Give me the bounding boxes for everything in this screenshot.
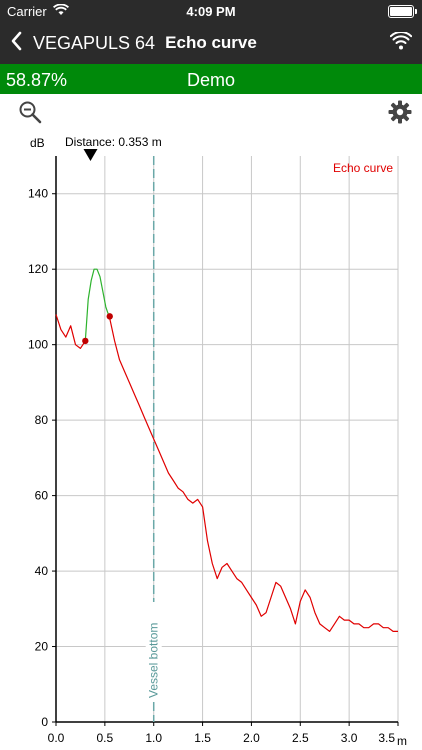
x-tick-label: 1.0 xyxy=(145,731,162,745)
echo-curve-chart: dB m 0 20 40 60 80 100 120 140 0.0 0.5 1.0 1.5 2.0 2… xyxy=(28,135,407,748)
distance-indicator: Distance: 0.353 m xyxy=(65,135,162,161)
x-tick-label: 2.5 xyxy=(292,731,309,745)
measured-percentage: 58.87% xyxy=(6,70,68,90)
vessel-bottom-label: Vessel bottom xyxy=(147,623,161,698)
wifi-status-icon xyxy=(52,3,70,19)
page-title: Echo curve xyxy=(165,33,257,52)
y-tick-labels: 0 20 40 60 80 100 120 140 xyxy=(28,187,56,729)
navigation-bar: VEGAPULS 64 Echo curve xyxy=(0,22,422,64)
x-tick-labels: 0.0 0.5 1.0 1.5 2.0 2.5 3.0 3.5 xyxy=(48,722,399,745)
settings-button[interactable] xyxy=(388,100,412,129)
distance-marker xyxy=(83,149,98,161)
x-axis-unit: m xyxy=(397,734,407,748)
distance-label: Distance: 0.353 m xyxy=(65,135,162,149)
back-label[interactable]: VEGAPULS 64 xyxy=(33,33,156,53)
x-tick-label: 2.0 xyxy=(243,731,260,745)
mode-label: Demo xyxy=(186,70,235,90)
zoom-out-icon xyxy=(19,101,42,124)
y-tick-label: 140 xyxy=(28,187,48,201)
echo-marker xyxy=(106,313,113,320)
echo-curves xyxy=(55,268,398,632)
chart-grid xyxy=(56,156,399,722)
x-tick-label: 0.5 xyxy=(97,731,114,745)
status-time: 4:09 PM xyxy=(186,4,236,19)
vessel-bottom-label-bg xyxy=(145,602,162,702)
measurement-bar: 58.87% Demo xyxy=(0,64,422,94)
y-axis-label: dB xyxy=(30,136,45,150)
carrier-label: Carrier xyxy=(7,4,47,19)
x-tick-label: 0.0 xyxy=(48,731,65,745)
echo-marker xyxy=(82,337,89,345)
echo-peak-line xyxy=(84,268,111,341)
y-tick-label: 120 xyxy=(28,262,48,276)
zoom-out-button[interactable] xyxy=(18,100,42,129)
y-tick-label: 100 xyxy=(28,338,48,352)
y-tick-label: 40 xyxy=(35,564,49,578)
x-tick-label: 1.5 xyxy=(194,731,211,745)
y-tick-label: 60 xyxy=(35,489,49,503)
battery-icon xyxy=(388,5,417,18)
back-button[interactable] xyxy=(10,31,22,57)
y-tick-label: 20 xyxy=(35,640,49,654)
x-tick-label: 3.0 xyxy=(341,731,358,745)
echo-curve-line xyxy=(55,314,398,632)
y-tick-label: 0 xyxy=(41,715,48,729)
legend-echo-curve: Echo curve xyxy=(333,161,393,175)
chevron-left-icon xyxy=(11,31,22,51)
vessel-bottom-marker: Vessel bottom xyxy=(145,156,162,722)
echo-markers xyxy=(82,313,113,345)
chart-axes xyxy=(55,156,398,723)
y-tick-label: 80 xyxy=(35,413,49,427)
status-bar: Carrier 4:09 PM xyxy=(0,0,422,22)
gear-icon xyxy=(388,100,412,124)
wifi-icon[interactable] xyxy=(389,31,413,55)
x-tick-label: 3.5 xyxy=(378,731,395,745)
